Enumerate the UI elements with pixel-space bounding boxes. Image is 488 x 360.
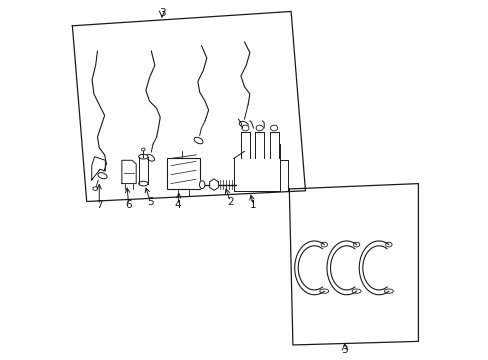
Ellipse shape <box>270 125 277 131</box>
Ellipse shape <box>256 125 263 131</box>
Ellipse shape <box>199 181 204 189</box>
Text: 3: 3 <box>341 345 347 355</box>
Ellipse shape <box>319 289 328 293</box>
Text: 3: 3 <box>159 8 165 18</box>
Ellipse shape <box>385 242 391 247</box>
Text: 2: 2 <box>226 197 233 207</box>
Text: 7: 7 <box>96 200 102 210</box>
Ellipse shape <box>351 289 360 293</box>
Text: 4: 4 <box>175 200 181 210</box>
Ellipse shape <box>353 242 359 247</box>
Ellipse shape <box>139 154 148 159</box>
Text: 6: 6 <box>125 200 132 210</box>
Ellipse shape <box>139 181 148 186</box>
Ellipse shape <box>384 289 392 293</box>
Ellipse shape <box>321 242 327 247</box>
Ellipse shape <box>241 125 248 131</box>
Text: 5: 5 <box>146 197 153 207</box>
Text: 1: 1 <box>250 200 256 210</box>
Bar <box>167 158 199 189</box>
